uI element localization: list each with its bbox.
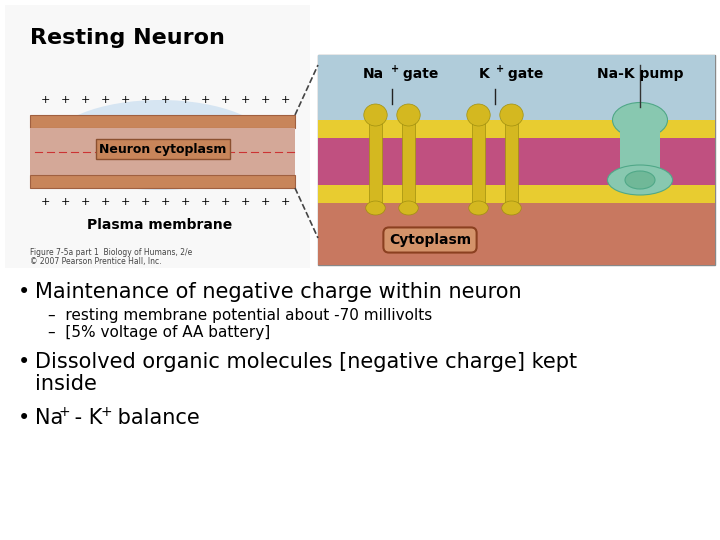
Ellipse shape	[467, 104, 490, 126]
Text: +: +	[240, 95, 250, 105]
Text: +: +	[120, 197, 130, 207]
Text: inside: inside	[35, 374, 97, 394]
Ellipse shape	[608, 165, 672, 195]
Text: Plasma membrane: Plasma membrane	[87, 218, 233, 232]
Polygon shape	[30, 128, 295, 175]
Ellipse shape	[625, 171, 655, 189]
Text: +: +	[40, 95, 50, 105]
Text: +: +	[180, 197, 189, 207]
Text: +: +	[101, 405, 112, 419]
Text: Na-K pump: Na-K pump	[597, 67, 683, 81]
Ellipse shape	[364, 104, 387, 126]
Text: +: +	[120, 95, 130, 105]
Polygon shape	[318, 138, 715, 185]
Text: Resting Neuron: Resting Neuron	[30, 28, 225, 48]
Text: +: +	[220, 197, 230, 207]
Text: +: +	[100, 95, 109, 105]
Polygon shape	[318, 185, 715, 203]
Text: Maintenance of negative charge within neuron: Maintenance of negative charge within ne…	[35, 282, 521, 302]
Text: +: +	[40, 197, 50, 207]
Text: +: +	[240, 197, 250, 207]
Ellipse shape	[613, 103, 667, 138]
FancyBboxPatch shape	[620, 120, 660, 180]
FancyBboxPatch shape	[472, 120, 485, 203]
Polygon shape	[30, 115, 295, 128]
Text: +: +	[200, 95, 210, 105]
Text: +: +	[60, 197, 70, 207]
FancyBboxPatch shape	[369, 120, 382, 203]
Text: +: +	[391, 64, 399, 74]
Text: +: +	[161, 197, 170, 207]
Text: +: +	[100, 197, 109, 207]
Text: +: +	[280, 197, 289, 207]
Text: +: +	[496, 64, 504, 74]
Text: +: +	[140, 197, 150, 207]
Text: gate: gate	[503, 67, 544, 81]
Text: +: +	[161, 95, 170, 105]
Text: •: •	[18, 352, 30, 372]
Text: balance: balance	[111, 408, 199, 428]
Ellipse shape	[397, 104, 420, 126]
Text: Na: Na	[363, 67, 384, 81]
Ellipse shape	[500, 104, 523, 126]
Text: - K: - K	[68, 408, 102, 428]
Text: +: +	[180, 95, 189, 105]
Polygon shape	[318, 55, 715, 265]
Text: +: +	[200, 197, 210, 207]
Text: +: +	[81, 95, 90, 105]
Text: +: +	[140, 95, 150, 105]
Text: +: +	[261, 197, 270, 207]
Text: +: +	[58, 405, 70, 419]
Text: +: +	[261, 95, 270, 105]
Ellipse shape	[502, 201, 521, 215]
Text: Na: Na	[35, 408, 63, 428]
Text: Neuron cytoplasm: Neuron cytoplasm	[99, 143, 227, 156]
Ellipse shape	[366, 201, 385, 215]
Polygon shape	[318, 120, 715, 138]
Text: •: •	[18, 408, 30, 428]
Text: •: •	[18, 282, 30, 302]
FancyBboxPatch shape	[505, 120, 518, 203]
Text: © 2007 Pearson Prentice Hall, Inc.: © 2007 Pearson Prentice Hall, Inc.	[30, 257, 161, 266]
Text: +: +	[60, 95, 70, 105]
Text: –  [5% voltage of AA battery]: – [5% voltage of AA battery]	[48, 325, 270, 340]
Text: Figure 7-5a part 1  Biology of Humans, 2/e: Figure 7-5a part 1 Biology of Humans, 2/…	[30, 248, 192, 257]
Ellipse shape	[399, 201, 418, 215]
Text: –  resting membrane potential about -70 millivolts: – resting membrane potential about -70 m…	[48, 308, 432, 323]
Polygon shape	[5, 5, 310, 268]
Ellipse shape	[50, 100, 270, 190]
Ellipse shape	[469, 201, 488, 215]
Text: +: +	[280, 95, 289, 105]
Polygon shape	[318, 203, 715, 265]
Text: gate: gate	[398, 67, 438, 81]
Text: Dissolved organic molecules [negative charge] kept: Dissolved organic molecules [negative ch…	[35, 352, 577, 372]
Polygon shape	[30, 175, 295, 188]
Text: +: +	[220, 95, 230, 105]
Polygon shape	[318, 55, 715, 120]
Text: +: +	[81, 197, 90, 207]
Text: Cytoplasm: Cytoplasm	[389, 233, 471, 247]
FancyBboxPatch shape	[402, 120, 415, 203]
Text: K: K	[480, 67, 490, 81]
